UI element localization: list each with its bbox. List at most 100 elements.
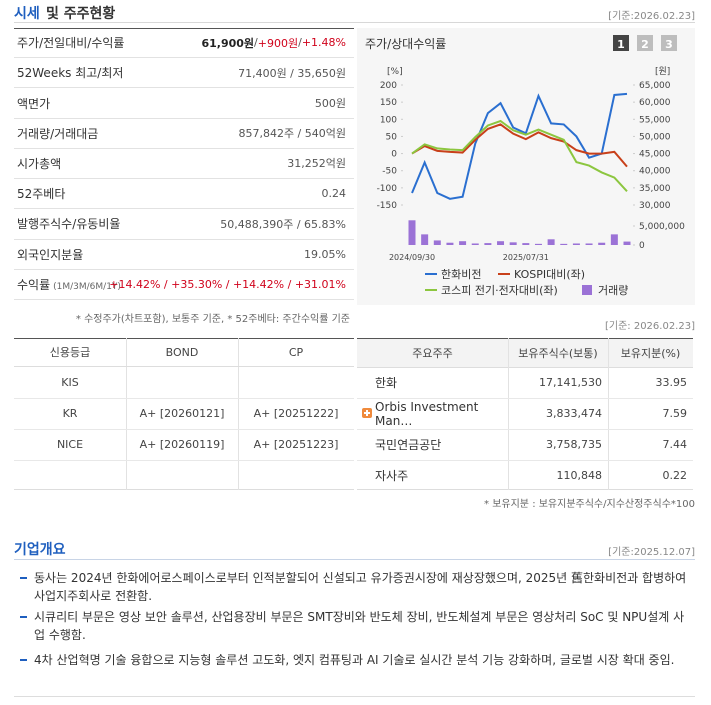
section-title: 시세 [14,6,40,22]
value: +1.48% [301,36,346,50]
value: 50,488,390주 / 65.83% [220,217,346,231]
row-value: 50,488,390주 / 65.83% [220,209,346,238]
overview-item: 시큐리티 부문은 영상 보안 솔루션, 산업용장비 부문은 SMT장비와 반도체… [34,610,685,642]
tick-label: 0 [391,150,397,160]
x-tick-label: 2025/07/31 [503,253,549,262]
col-line [608,338,609,490]
row-label: 주가/전일대비/수익률 [14,34,124,51]
holder-name: 한화 [375,376,398,390]
row-label: 외국인지분율 [14,246,83,263]
col-line [126,338,127,490]
header-cell: BOND [126,338,238,367]
holder-name: 국민연금공단 [375,438,442,452]
value: 857,842주 / 540억원 [238,127,346,141]
section-title: 및 주주현황 [46,6,116,22]
row-value: 61,900원 / +900원 / +1.48% [201,28,346,57]
holder-pct: 7.44 [662,438,688,451]
row-value: 71,400원 / 35,650원 [238,58,346,87]
overview-item: 4차 산업혁명 기술 융합으로 지능형 솔루션 고도화, 엣지 컴퓨팅과 AI … [34,653,675,667]
value: / [254,36,258,50]
tab-label: 2 [641,38,649,51]
volume-bar [560,243,568,245]
volume-bar [623,241,631,245]
legend-label: 한화비전 [441,268,481,281]
label: 52Weeks 최고/최저 [17,66,124,81]
note: [기준: 2026.02.23] [604,321,695,332]
table-frame [357,338,693,490]
bullet [20,577,27,579]
row-label: 시가총액 [14,155,61,172]
legend-label: KOSPI대비(좌) [514,268,585,281]
label: 수익률 [17,277,51,292]
tab-button[interactable] [613,35,629,51]
tick-label: 100 [380,115,397,125]
volume-bar [509,242,517,245]
row-value: 500원 [315,88,346,117]
volume-bar [598,242,606,245]
volume-bar [534,243,542,245]
cell: A+ [20251222] [253,407,339,420]
row-value: 857,842주 / 540억원 [238,119,346,148]
date: [기준:2026.02.23] [608,11,695,22]
header-bg [357,339,693,368]
chart-title: 주가/상대수익률 [365,37,446,51]
tick-label: 5,000,000 [639,222,685,232]
section-title: 기업개요 [14,542,66,558]
header-cell: 보유지분(%) [620,346,681,360]
tab-button[interactable] [637,35,653,51]
volume-bar [585,243,593,245]
volume-bar [446,242,454,245]
tick-label: 55,000 [639,115,671,125]
tab-label: 1 [617,38,625,51]
expand-icon[interactable] [362,408,372,418]
series-line [411,92,628,200]
col-line [238,338,239,490]
row-value: 0.24 [322,179,347,208]
tick-label: 50 [386,132,398,142]
label: 주가/전일대비/수익률 [17,36,125,51]
cell: A+ [20260121] [139,407,225,420]
tick-label: 200 [380,81,397,91]
row-label: 액면가 [14,95,50,112]
table-row: 거래량/거래대금 857,842주 / 540억원 [14,119,354,149]
tick-label: 50,000 [639,132,671,142]
tick-label: 60,000 [639,98,671,108]
value: +14.42% / +35.30% / +14.42% / +31.01% [109,277,346,291]
volume-bar [459,241,467,245]
row-label: 52주베타 [14,185,65,202]
value: 0.24 [321,187,347,201]
note: * 수정주가(차트포함), 보통주 기준, * 52주베타: 주간수익률 기준 [75,314,350,325]
tick-label: 150 [380,98,397,108]
label: 거래량/거래대금 [17,126,99,141]
tick-label: -100 [377,184,398,194]
tick-label: 40,000 [639,167,671,177]
legend-label: 코스피 전기·전자대비(좌) [441,284,558,297]
tick-label: 45,000 [639,150,671,160]
volume-bar [610,234,618,245]
holder-pct: 0.22 [662,469,688,482]
holder-shares: 3,833,474 [546,407,602,420]
label: 52주베타 [17,187,66,202]
cell: KR [62,407,78,420]
cell: NICE [56,438,84,451]
tick-label: 65,000 [639,81,671,91]
bullet [20,659,27,661]
volume-bar [497,241,505,245]
row-label: 거래량/거래대금 [14,125,98,142]
tab-button[interactable] [661,35,677,51]
holder-name: Orbis Investment Man… [375,399,479,428]
value: 61,900원 [201,36,255,50]
legend-swatch [582,285,592,295]
value: 71,400원 / 35,650원 [238,66,346,80]
col-line [508,338,509,490]
cell: A+ [20251223] [253,438,339,451]
table-row: 시가총액 31,252억원 [14,149,354,180]
holder-pct: 33.95 [655,376,688,389]
volume-bar [471,243,479,245]
cell: A+ [20260119] [139,438,225,451]
tick-label: 35,000 [639,184,671,194]
axis-label: [원] [655,66,670,77]
header-cell: CP [238,338,354,367]
divider [14,22,695,23]
